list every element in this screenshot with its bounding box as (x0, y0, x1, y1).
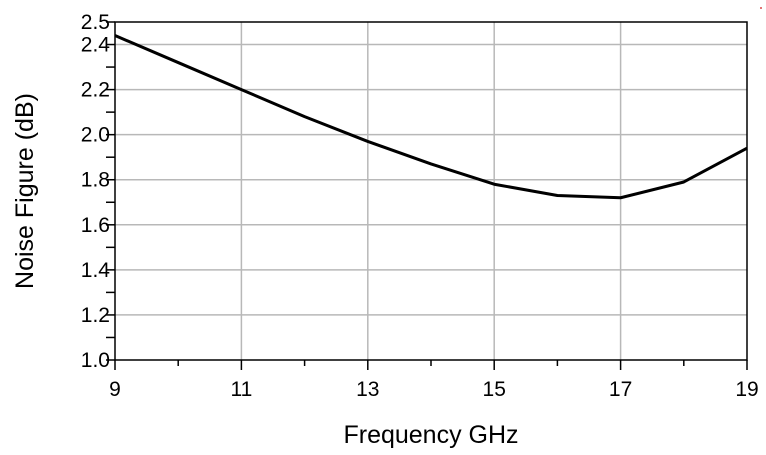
y-tick-label: 1.0 (81, 349, 110, 372)
grid-layer (115, 22, 747, 360)
series-line (114, 34, 748, 200)
plot-frame (114, 21, 748, 361)
y-tick-label: 2.4 (81, 34, 111, 57)
y-tick-label: 1.8 (81, 169, 110, 192)
y-axis-title: Noise Figure (dB) (11, 93, 39, 289)
x-axis-title: Frequency GHz (343, 421, 518, 449)
y-tick-label: 2.2 (81, 79, 110, 102)
x-tick-label: 11 (230, 378, 252, 401)
y-tick-label: 1.2 (81, 304, 110, 327)
x-tick-label: 19 (735, 378, 758, 401)
y-tick-labels: 1.0 1.2 1.4 1.6 1.8 2.0 2.2 2.42.5 (81, 11, 111, 372)
y-tick-label: 2.5 (81, 11, 110, 34)
y-tick-label: 1.4 (81, 259, 111, 282)
x-tick-label: 9 (109, 378, 121, 401)
minor-tick-layer (106, 21, 748, 370)
x-tick-label: 15 (483, 378, 506, 401)
y-tick-label: 1.6 (81, 214, 110, 237)
series-layer (114, 34, 748, 200)
x-tick-labels: 9 11 13 15 17 19 (109, 378, 759, 401)
x-tick-label: 17 (609, 378, 632, 401)
x-tick-label: 13 (356, 378, 379, 401)
y-tick-label: 2.0 (81, 124, 110, 147)
corner-marker (760, 7, 762, 9)
